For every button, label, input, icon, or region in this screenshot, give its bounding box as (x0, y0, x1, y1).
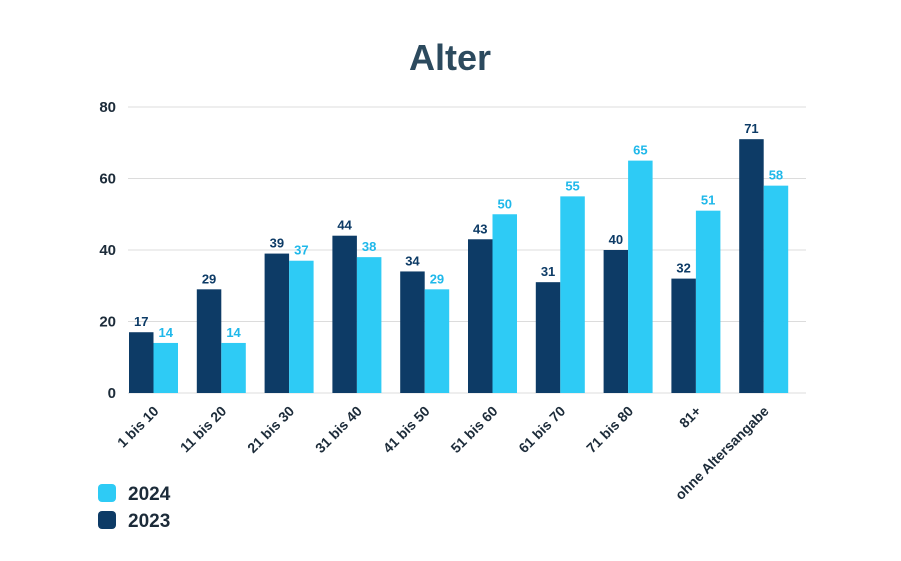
y-tick-label: 0 (108, 385, 116, 402)
y-axis: 0 20 40 60 80 (99, 99, 116, 402)
x-category-label: 11 bis 20 (177, 403, 230, 456)
y-tick-label: 80 (99, 99, 116, 116)
y-tick-label: 20 (99, 314, 116, 331)
legend-swatch-2024 (98, 484, 116, 502)
bar-2023 (671, 278, 696, 393)
data-label-2023: 43 (473, 221, 487, 236)
y-tick-label: 40 (99, 242, 116, 259)
data-label-2024: 14 (226, 325, 241, 340)
bar-2024 (221, 342, 246, 393)
data-label-2023: 29 (202, 271, 216, 286)
x-category-label: 81+ (676, 403, 704, 431)
data-label-2024: 37 (294, 243, 308, 258)
bar-2023 (196, 289, 222, 393)
x-category-label: 21 bis 30 (244, 403, 297, 456)
bar-2023 (535, 282, 561, 393)
bar-2023 (264, 253, 290, 393)
bar-2024 (628, 160, 653, 393)
legend-swatch-2023 (98, 511, 116, 529)
bar-2023 (400, 271, 425, 393)
data-label-2023: 31 (541, 264, 555, 279)
data-label-2023: 39 (270, 236, 284, 251)
data-label-2023: 17 (134, 314, 148, 329)
bar-2024 (492, 214, 517, 393)
data-label-2024: 50 (498, 196, 512, 211)
bars (129, 139, 789, 393)
bar-2024 (356, 257, 382, 393)
legend-label-2023: 2023 (128, 511, 170, 532)
data-label-2023: 71 (744, 121, 758, 136)
bar-2024 (153, 342, 178, 393)
x-category-label: 41 bis 50 (380, 403, 433, 456)
y-tick-label: 60 (99, 171, 116, 188)
bar-2023 (129, 332, 154, 393)
bar-2024 (289, 260, 314, 393)
data-label-2024: 65 (633, 143, 647, 158)
data-label-2024: 14 (159, 325, 174, 340)
data-label-2024: 38 (362, 239, 376, 254)
x-category-label: 31 bis 40 (312, 403, 365, 456)
legend: 2024 2023 (98, 484, 171, 532)
bar-2024 (763, 185, 789, 393)
data-label-2023: 34 (405, 253, 420, 268)
data-label-2024: 58 (769, 168, 783, 183)
data-labels: 17 14 29 14 39 37 44 38 34 29 43 50 31 55 40 65 32 51 71 58 (134, 121, 783, 340)
chart-title: Alter (409, 37, 491, 78)
x-category-label: 71 bis 80 (583, 403, 636, 456)
bar-2023 (739, 139, 764, 393)
data-label-2024: 55 (565, 178, 579, 193)
x-category-label: 51 bis 60 (447, 403, 500, 456)
bar-2023 (468, 239, 493, 393)
x-category-label: 61 bis 70 (515, 403, 568, 456)
data-label-2023: 40 (609, 232, 623, 247)
bar-2023 (603, 250, 629, 393)
data-label-2023: 44 (337, 218, 352, 233)
bar-2024 (695, 210, 721, 393)
bar-2024 (424, 289, 450, 393)
data-label-2024: 29 (430, 271, 444, 286)
legend-label-2024: 2024 (128, 484, 171, 505)
data-label-2024: 51 (701, 193, 715, 208)
x-category-label: 1 bis 10 (114, 403, 162, 451)
bar-2023 (332, 235, 357, 393)
x-axis: 1 bis 10 11 bis 20 21 bis 30 31 bis 40 41 bi… (114, 403, 772, 503)
data-label-2023: 32 (676, 261, 690, 276)
bar-2024 (560, 196, 585, 393)
